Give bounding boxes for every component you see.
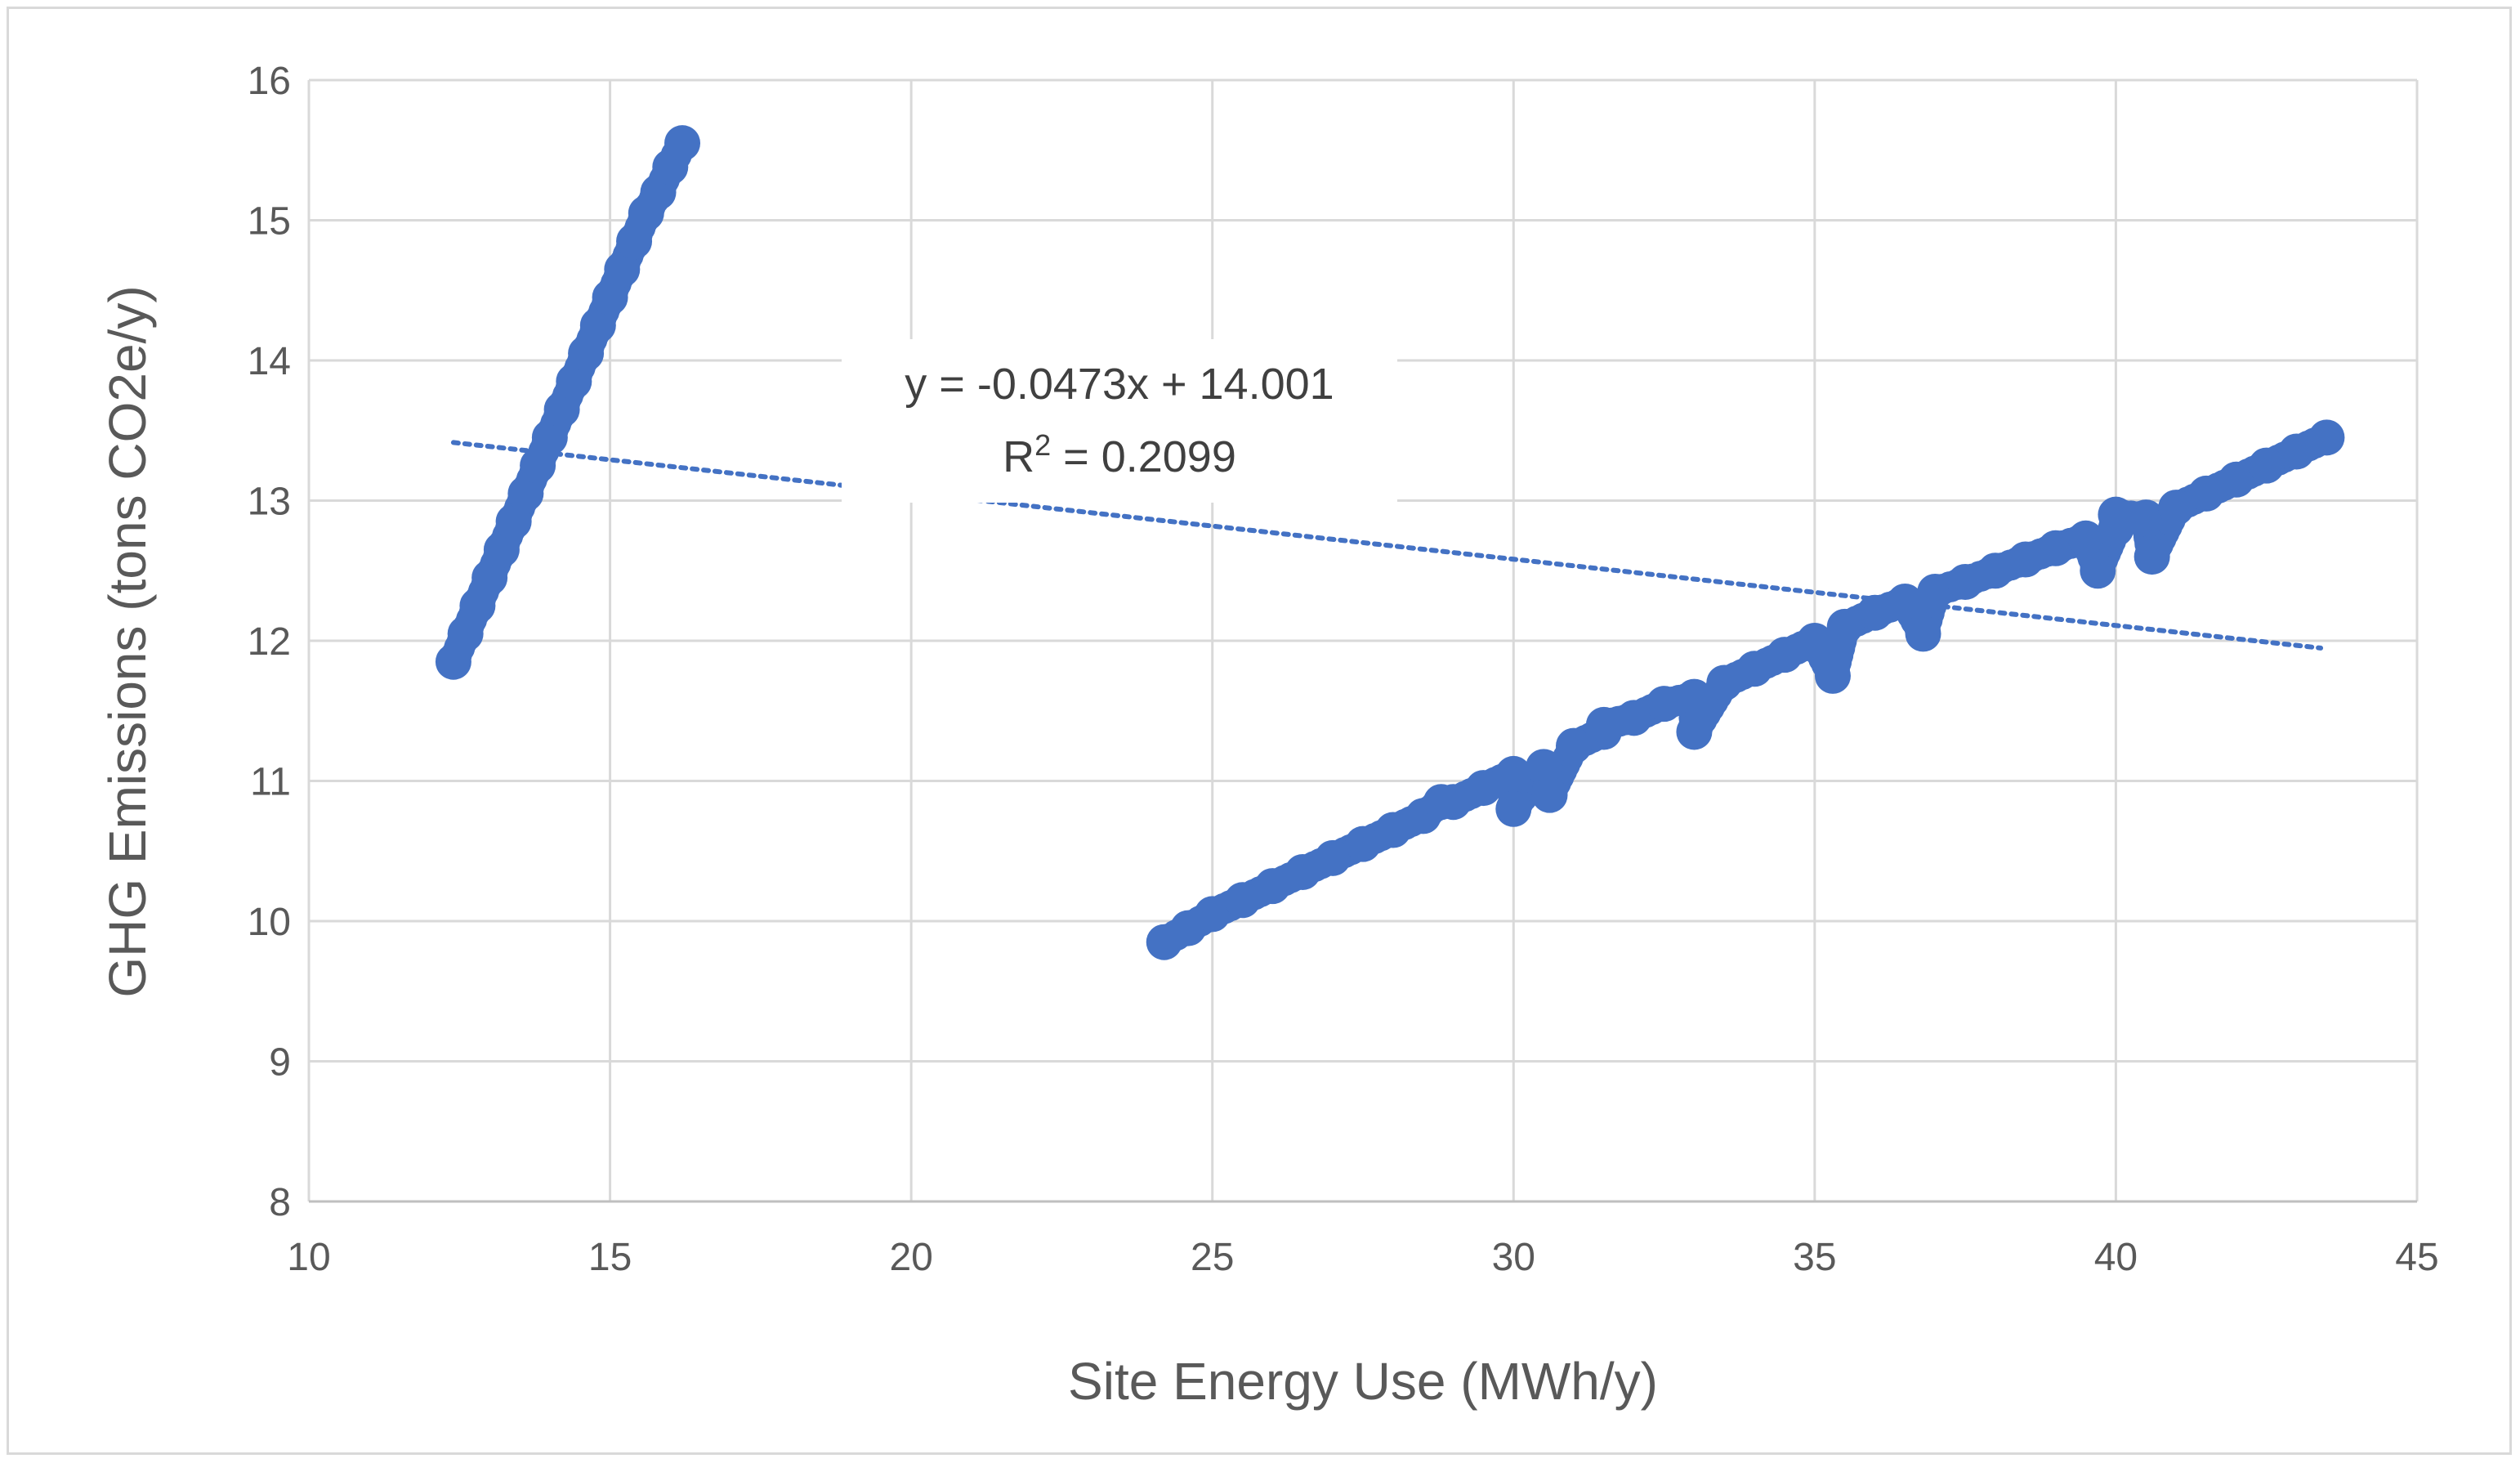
scatter-point: [1977, 553, 2013, 589]
scatter-point: [531, 419, 568, 456]
scatter-point: [1585, 706, 1622, 743]
scatter-point: [579, 307, 616, 344]
scatter-point: [592, 279, 628, 315]
scatter-point: [471, 559, 508, 596]
scatter-point: [1194, 896, 1231, 933]
scatter-point: [1814, 657, 1851, 694]
trendline-path: [450, 440, 2324, 651]
trendline-label: y = -0.0473x + 14.001 R2 = 0.2099: [842, 339, 1397, 503]
trendline: [450, 440, 2324, 651]
scatter-point: [507, 475, 544, 512]
scatter-point: [1917, 573, 1954, 610]
scatter-point: [568, 335, 605, 372]
scatter-point: [1856, 594, 1893, 631]
scatter-point: [2067, 520, 2104, 557]
y-tick-label: 13: [248, 481, 291, 524]
scatter-point: [2080, 553, 2116, 589]
scatter-point: [1905, 615, 1941, 652]
x-tick-label: 10: [287, 1236, 330, 1279]
scatter-point: [1423, 784, 1459, 821]
y-axis-title: GHG Emissions (tons CO2e/y): [98, 285, 157, 997]
scatter-point: [1224, 882, 1261, 919]
series-cluster-b: [1146, 419, 2345, 960]
r-squared-symbol: R: [1003, 432, 1034, 481]
x-tick-label: 25: [1191, 1236, 1234, 1279]
scatter-point: [2128, 499, 2165, 536]
trendline-r-squared: R2 = 0.2099: [1003, 428, 1236, 481]
scatter-point: [483, 531, 520, 568]
scatter-point: [1796, 623, 1833, 659]
scatter-point: [1646, 686, 1682, 723]
scatter-point: [664, 125, 701, 162]
scatter-point: [1526, 749, 1562, 785]
scatter-point: [435, 643, 471, 680]
scatter-point: [543, 391, 580, 428]
scatter-point: [1736, 651, 1773, 687]
scatter-point: [1495, 790, 1532, 827]
scatter-point: [447, 615, 484, 652]
tick-labels: 8 9 10 11 12 13 14 15 16 10 15 20 25 30 35 40 45: [248, 60, 2439, 1279]
data-points: [435, 125, 2345, 960]
x-tick-label: 30: [1492, 1236, 1535, 1279]
axes: [307, 80, 2417, 1203]
scatter-point: [2248, 447, 2285, 484]
scatter-point: [1676, 678, 1713, 715]
scatter-point: [616, 223, 653, 260]
scatter-point: [2308, 419, 2345, 456]
x-tick-label: 20: [889, 1236, 932, 1279]
scatter-point: [1374, 812, 1411, 848]
scatter-point: [2007, 541, 2044, 578]
scatter-point: [1315, 839, 1352, 876]
scatter-point: [1767, 637, 1803, 673]
scatter-point: [2188, 475, 2224, 512]
scatter-point: [495, 503, 532, 540]
trendline-equation: y = -0.0473x + 14.001: [905, 360, 1334, 409]
scatter-point: [1254, 868, 1291, 905]
scatter-point: [1285, 853, 1321, 890]
y-tick-label: 11: [250, 761, 291, 804]
scatter-point: [604, 251, 641, 288]
trendline-label-background: [842, 339, 1397, 503]
scatter-point: [2134, 539, 2170, 575]
y-tick-label: 9: [269, 1041, 291, 1085]
scatter-point: [2218, 461, 2254, 498]
y-tick-label: 16: [248, 60, 291, 103]
scatter-point: [2278, 433, 2315, 470]
chart-frame: [7, 7, 2512, 1455]
scatter-point: [1706, 664, 1743, 701]
r-squared-superscript: 2: [1034, 428, 1051, 462]
scatter-point: [1495, 755, 1532, 792]
scatter-point: [2037, 530, 2074, 566]
y-tick-label: 8: [269, 1181, 291, 1224]
y-tick-label: 12: [248, 620, 291, 664]
scatter-point: [1345, 825, 1381, 862]
x-tick-label: 35: [1793, 1236, 1836, 1279]
scatter-point: [2098, 496, 2134, 533]
y-tick-label: 10: [248, 901, 291, 944]
series-cluster-a: [435, 125, 701, 680]
scatter-point: [459, 588, 496, 624]
x-tick-label: 15: [588, 1236, 632, 1279]
x-axis-title: Site Energy Use (MWh/y): [1068, 1352, 1658, 1411]
r-squared-value: = 0.2099: [1051, 432, 1236, 481]
scatter-point: [1947, 563, 1984, 600]
x-tick-label: 45: [2395, 1236, 2438, 1279]
y-tick-label: 14: [248, 340, 291, 383]
scatter-point: [1676, 714, 1713, 750]
scatter-point: [556, 363, 592, 400]
scatter-point: [1465, 770, 1502, 807]
scatter-point: [1826, 608, 1863, 645]
scatter-point: [1531, 776, 1568, 813]
y-tick-label: 15: [248, 200, 291, 244]
scatter-point: [2158, 490, 2195, 526]
scatter-point: [1615, 700, 1652, 736]
scatter-point: [520, 447, 556, 484]
x-tick-label: 40: [2094, 1236, 2138, 1279]
scatter-point: [1556, 727, 1592, 764]
scatter-point: [1887, 583, 1924, 620]
